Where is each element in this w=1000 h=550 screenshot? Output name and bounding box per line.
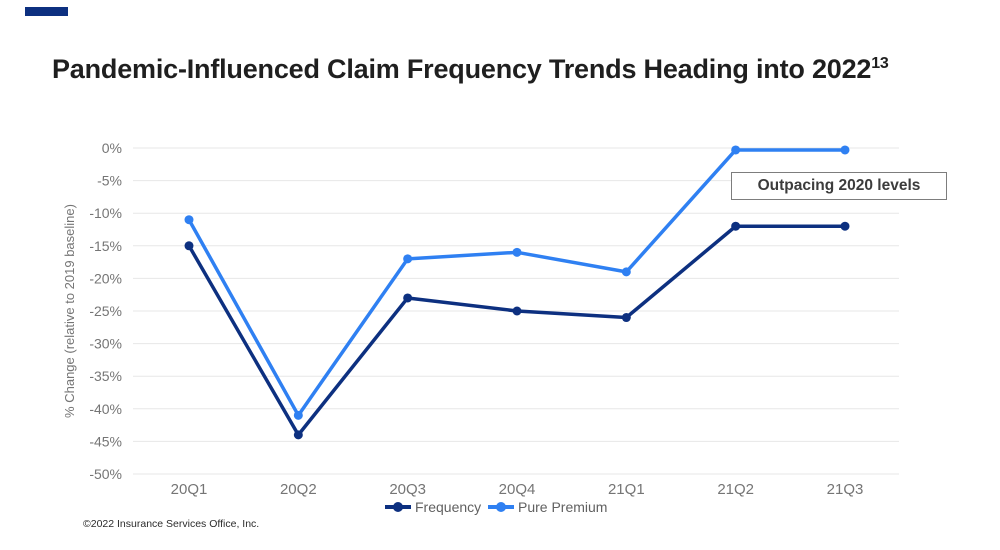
title-footnote-marker: 13: [871, 55, 889, 72]
y-tick-label: -20%: [89, 270, 122, 286]
data-point-frequency-20Q4: [512, 306, 522, 316]
chart-annotation-text: Outpacing 2020 levels: [757, 177, 921, 194]
legend-marker-dot-frequency: [393, 502, 403, 512]
y-tick-label: -40%: [89, 401, 122, 417]
x-tick-label: 21Q3: [827, 481, 864, 498]
x-tick-label: 20Q4: [499, 481, 536, 498]
y-tick-label: -15%: [89, 238, 122, 254]
data-point-pure-premium-21Q1: [621, 267, 631, 277]
data-point-frequency-20Q2: [293, 430, 303, 440]
y-tick-label: -25%: [89, 303, 122, 319]
chart-annotation-callout: Outpacing 2020 levels: [731, 172, 947, 200]
y-tick-label: -5%: [97, 173, 122, 189]
data-point-frequency-20Q3: [403, 293, 413, 303]
page-title: Pandemic-Influenced Claim Frequency Tren…: [52, 54, 889, 84]
data-point-pure-premium-20Q2: [293, 410, 303, 420]
page-title-text: Pandemic-Influenced Claim Frequency Tren…: [52, 54, 872, 84]
series-line-frequency: [187, 224, 847, 437]
data-point-frequency-20Q1: [184, 241, 194, 251]
y-axis-title: % Change (relative to 2019 baseline): [62, 204, 77, 418]
y-tick-label: -45%: [89, 433, 122, 449]
data-point-pure-premium-20Q4: [512, 247, 522, 257]
copyright-footer: ©2022 Insurance Services Office, Inc.: [83, 518, 260, 530]
x-tick-label: 21Q2: [717, 481, 754, 498]
slide-accent-bar: [25, 7, 68, 16]
data-point-frequency-21Q2: [731, 221, 741, 231]
x-tick-label: 20Q2: [280, 481, 317, 498]
y-tick-label: -10%: [89, 205, 122, 221]
legend-label-frequency: Frequency: [415, 499, 481, 515]
y-tick-label: -30%: [89, 336, 122, 352]
legend-marker-dot-pure-premium: [496, 502, 506, 512]
data-point-pure-premium-20Q1: [184, 215, 194, 225]
legend-label-pure-premium: Pure Premium: [518, 499, 607, 515]
y-tick-label: 0%: [102, 140, 122, 156]
x-tick-label: 21Q1: [608, 481, 645, 498]
data-point-pure-premium-20Q3: [403, 254, 413, 264]
data-point-pure-premium-21Q2: [731, 145, 741, 155]
y-tick-label: -35%: [89, 368, 122, 384]
data-point-frequency-21Q3: [840, 221, 850, 231]
data-point-frequency-21Q1: [621, 313, 631, 323]
x-tick-label: 20Q3: [389, 481, 426, 498]
data-point-pure-premium-21Q3: [840, 145, 850, 155]
x-tick-label: 20Q1: [171, 481, 208, 498]
y-tick-label: -50%: [89, 466, 122, 482]
